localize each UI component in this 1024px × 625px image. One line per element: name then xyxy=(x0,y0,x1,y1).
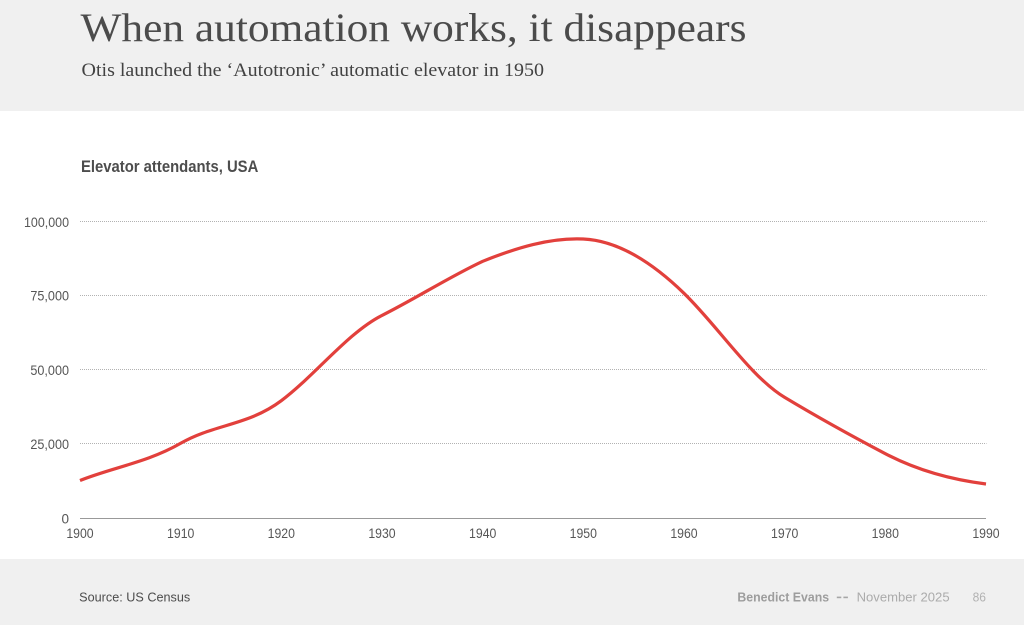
svg-text:1900: 1900 xyxy=(66,526,93,541)
svg-text:1950: 1950 xyxy=(570,526,597,541)
svg-text:86: 86 xyxy=(973,590,986,605)
svg-text:Benedict Evans: Benedict Evans xyxy=(737,590,829,605)
svg-text:November 2025: November 2025 xyxy=(857,590,950,605)
svg-text:1990: 1990 xyxy=(972,526,999,541)
svg-text:1910: 1910 xyxy=(167,526,194,541)
svg-text:0: 0 xyxy=(61,511,69,526)
svg-text:1940: 1940 xyxy=(469,526,496,541)
svg-text:1970: 1970 xyxy=(771,526,798,541)
svg-text:Elevator attendants, USA: Elevator attendants, USA xyxy=(81,158,259,176)
svg-text:1920: 1920 xyxy=(268,526,295,541)
svg-text:When automation works, it disa: When automation works, it disappears xyxy=(81,5,747,50)
svg-text:100,000: 100,000 xyxy=(24,215,69,230)
svg-text:75,000: 75,000 xyxy=(30,289,69,304)
svg-text:1980: 1980 xyxy=(872,526,899,541)
svg-text:Otis launched the ‘Autotronic’: Otis launched the ‘Autotronic’ automatic… xyxy=(82,60,545,81)
svg-text:1960: 1960 xyxy=(670,526,697,541)
svg-text:25,000: 25,000 xyxy=(30,437,69,452)
svg-text:1930: 1930 xyxy=(368,526,395,541)
svg-text:Source: US Census: Source: US Census xyxy=(79,591,190,605)
svg-text:50,000: 50,000 xyxy=(30,363,69,378)
